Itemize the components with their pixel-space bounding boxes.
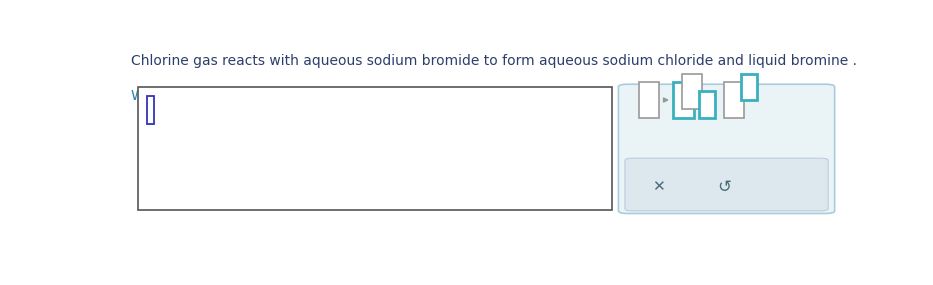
FancyBboxPatch shape: [674, 82, 693, 118]
FancyBboxPatch shape: [639, 82, 659, 118]
Text: reaction.: reaction.: [367, 89, 432, 103]
FancyBboxPatch shape: [619, 84, 835, 213]
FancyBboxPatch shape: [724, 82, 745, 118]
FancyBboxPatch shape: [742, 74, 758, 100]
Text: ↺: ↺: [717, 178, 731, 196]
FancyBboxPatch shape: [147, 96, 154, 124]
Text: Write a balanced chemical equation for: Write a balanced chemical equation for: [131, 89, 410, 103]
Text: ✕: ✕: [652, 179, 664, 194]
Text: Chlorine gas reacts with aqueous sodium bromide to form aqueous sodium chloride : Chlorine gas reacts with aqueous sodium …: [131, 54, 857, 68]
FancyBboxPatch shape: [625, 158, 829, 211]
Text: this: this: [347, 89, 372, 103]
FancyBboxPatch shape: [682, 74, 703, 109]
FancyBboxPatch shape: [700, 91, 716, 118]
FancyBboxPatch shape: [138, 87, 612, 210]
